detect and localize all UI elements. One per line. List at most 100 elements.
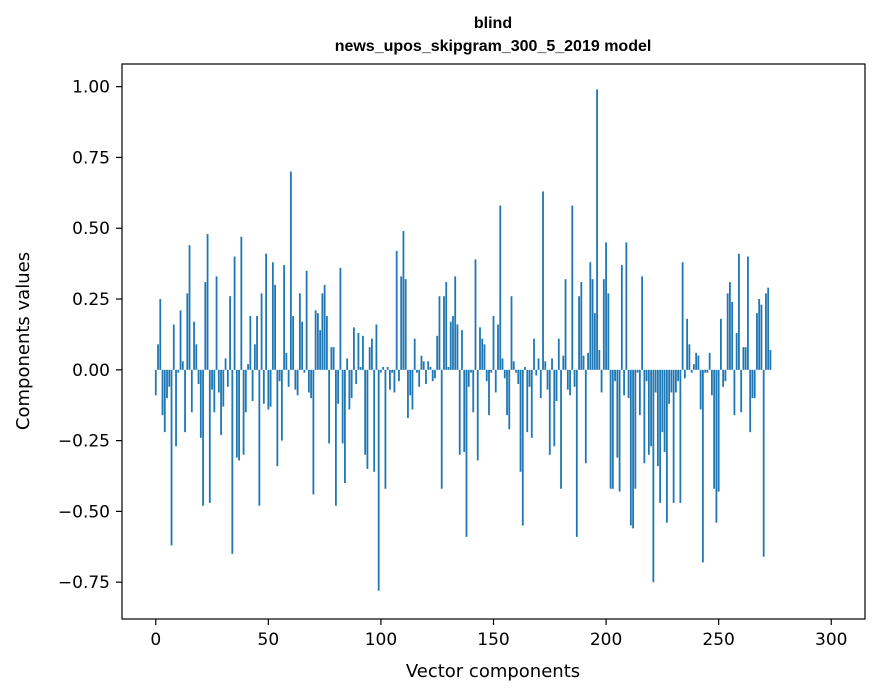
bar-255	[729, 282, 731, 370]
y-axis-label: Components values	[13, 252, 34, 430]
bar-86	[348, 369, 351, 410]
bar-247	[711, 369, 713, 396]
bar-7	[170, 369, 173, 546]
bar-235	[683, 369, 686, 379]
bar-50	[267, 369, 270, 410]
bar-130	[447, 366, 450, 370]
bar-92	[362, 335, 364, 370]
bar-239	[692, 364, 695, 370]
bar-186	[573, 369, 576, 387]
bar-190	[582, 355, 585, 370]
bar-97	[373, 369, 376, 472]
bar-264	[749, 369, 752, 433]
bar-205	[616, 369, 619, 458]
bar-16	[190, 369, 193, 413]
bar-85	[346, 358, 349, 370]
x-tick-label-100: 100	[365, 630, 397, 650]
bar-40	[244, 369, 247, 413]
y-tick-label-7: −0.75	[58, 573, 110, 593]
bar-154	[501, 358, 504, 370]
bar-13	[184, 369, 186, 433]
bar-240	[695, 352, 698, 370]
bar-261	[742, 347, 745, 370]
bar-224	[659, 369, 662, 503]
bar-14	[186, 293, 189, 370]
bar-222	[654, 369, 657, 393]
chart-title-line1: blind	[474, 15, 512, 32]
bar-47	[260, 293, 263, 370]
bar-142	[474, 259, 477, 370]
bar-75	[323, 284, 326, 370]
bar-106	[393, 369, 396, 393]
bar-201	[607, 293, 610, 370]
bar-147	[485, 369, 488, 382]
bar-153	[499, 205, 502, 370]
bar-156	[506, 369, 508, 416]
bar-136	[461, 330, 463, 370]
bar-42	[249, 316, 252, 370]
bar-194	[591, 279, 594, 370]
y-tick-label-2: 0.50	[72, 219, 110, 239]
bar-196	[596, 89, 598, 370]
bar-272	[767, 287, 770, 370]
bar-269	[760, 304, 763, 370]
bar-203	[611, 369, 614, 489]
x-tick-label-300: 300	[815, 630, 847, 650]
bar-26	[213, 369, 216, 413]
bar-181	[562, 355, 565, 370]
bar-95	[368, 347, 371, 370]
bar-74	[321, 293, 324, 370]
bar-24	[208, 369, 211, 503]
bar-144	[479, 327, 481, 370]
bar-245	[706, 369, 709, 373]
bar-176	[551, 358, 553, 370]
bar-253	[724, 369, 727, 382]
bar-102	[384, 369, 387, 489]
bar-61	[292, 316, 295, 370]
bar-93	[364, 369, 367, 455]
bar-231	[674, 369, 677, 393]
bar-82	[339, 267, 342, 370]
bar-260	[740, 369, 743, 413]
x-tick-label-150: 150	[477, 630, 509, 650]
bar-52	[271, 262, 274, 370]
bar-226	[663, 369, 666, 452]
bar-225	[661, 369, 664, 433]
bar-51	[269, 369, 272, 407]
bar-133	[454, 276, 457, 370]
bar-244	[704, 369, 707, 373]
bar-63	[296, 369, 299, 396]
bar-163	[521, 369, 524, 526]
bar-185	[571, 205, 574, 370]
bar-32	[226, 369, 229, 387]
bar-143	[476, 369, 479, 461]
bar-20	[199, 369, 202, 438]
bar-149	[490, 369, 493, 373]
x-axis-ticks: 0 50 100 150 200 250 300	[150, 619, 847, 650]
bar-145	[481, 338, 484, 370]
bar-238	[690, 369, 693, 373]
bar-254	[726, 293, 729, 370]
y-tick-label-3: 0.25	[72, 290, 110, 310]
bar-184	[569, 369, 571, 396]
bar-159	[512, 361, 515, 370]
bar-161	[517, 369, 520, 384]
bar-58	[285, 352, 288, 370]
bar-30	[222, 369, 225, 407]
bar-178	[555, 369, 558, 401]
bar-3	[161, 369, 164, 416]
bar-215	[638, 369, 641, 416]
bar-273	[769, 349, 772, 370]
bar-187	[575, 369, 578, 537]
bar-172	[542, 191, 544, 370]
bar-189	[580, 282, 583, 370]
bar-69	[310, 369, 313, 399]
bar-151	[494, 369, 497, 393]
bar-197	[598, 349, 601, 370]
bar-126	[438, 296, 441, 370]
bar-4	[163, 369, 166, 433]
bar-183	[566, 369, 569, 390]
bar-55	[278, 369, 281, 382]
bar-112	[407, 369, 409, 418]
